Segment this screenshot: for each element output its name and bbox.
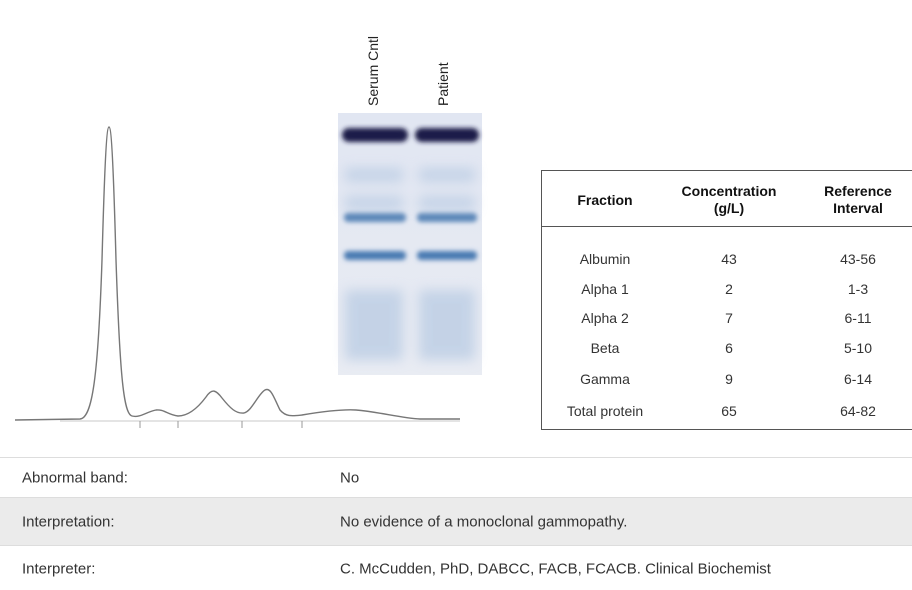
table-cell: Alpha 2 [542,310,668,326]
header-rule [542,226,912,227]
summary-label: Interpretation: [22,514,115,531]
header-cell: Fraction [542,192,668,209]
table-cell: 5-10 [803,340,912,356]
summary-row: Abnormal band: No [0,457,912,498]
table-cell: Albumin [542,251,668,267]
table-cell: 2 [668,281,790,297]
table-cell: 7 [668,310,790,326]
table-cell: 43-56 [803,251,912,267]
gel-image [338,113,482,375]
table-cell: 6-11 [803,310,912,326]
summary-label: Abnormal band: [22,470,128,487]
table-cell: 9 [668,371,790,387]
page: Serum Cntl Patient FractionConcentration… [0,0,912,590]
lane-label: Serum Cntl [365,36,381,106]
lane-label: Patient [435,62,451,106]
summary-row: Interpreter: C. McCudden, PhD, DABCC, FAC… [0,545,912,590]
table-cell: 64-82 [803,403,912,419]
table-cell: Gamma [542,371,668,387]
summary-value: C. McCudden, PhD, DABCC, FACB, FCACB. Cl… [340,560,771,577]
table-cell: Alpha 1 [542,281,668,297]
table-cell: 6-14 [803,371,912,387]
header-cell: Concentration (g/L) [668,183,790,217]
table-cell: Total protein [542,403,668,419]
table-cell: 6 [668,340,790,356]
table-cell: 65 [668,403,790,419]
header-cell: Reference Interval [803,183,912,217]
table-cell: Beta [542,340,668,356]
table-cell: 43 [668,251,790,267]
summary-value: No [340,470,359,487]
summary-value: No evidence of a monoclonal gammopathy. [340,514,627,531]
table-cell: 1-3 [803,281,912,297]
report: Serum Cntl Patient FractionConcentration… [0,0,912,590]
summary-label: Interpreter: [22,560,95,577]
summary-row: Interpretation: No evidence of a monoclon… [0,497,912,546]
